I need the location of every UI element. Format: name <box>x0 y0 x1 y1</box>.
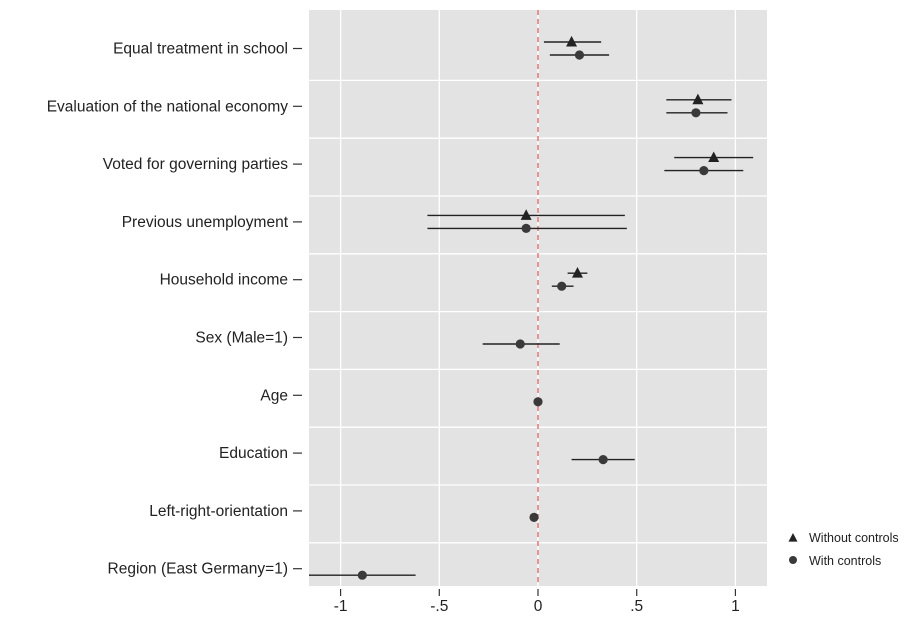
point-with-controls <box>699 166 709 176</box>
legend-circle-icon <box>789 556 797 564</box>
x-tick-label: .5 <box>630 598 643 615</box>
point-with-controls <box>574 50 585 60</box>
legend-label: With controls <box>809 554 881 568</box>
legend-label: Without controls <box>809 531 899 545</box>
x-tick-label: -1 <box>334 598 348 615</box>
point-with-controls <box>521 223 531 233</box>
category-label: Equal treatment in school <box>113 41 288 58</box>
category-label: Previous unemployment <box>122 214 289 231</box>
point-without-controls <box>692 93 704 105</box>
category-label: Evaluation of the national economy <box>47 98 289 115</box>
category-label: Household income <box>160 272 288 289</box>
point-with-controls <box>691 108 701 118</box>
axes: Equal treatment in school Evaluation of t… <box>47 41 740 616</box>
category-label: Voted for governing parties <box>103 156 289 173</box>
legend: Without controls With controls <box>788 531 899 568</box>
point-with-controls <box>557 281 567 291</box>
category-label: Left-right-orientation <box>149 503 288 520</box>
point-with-controls <box>533 397 543 407</box>
x-tick-label: 1 <box>731 598 740 615</box>
data-marks <box>309 35 754 580</box>
point-without-controls <box>520 209 532 220</box>
category-label: Region (East Germany=1) <box>108 561 288 578</box>
point-without-controls <box>571 267 583 278</box>
x-tick-label: -.5 <box>430 598 448 615</box>
point-with-controls <box>598 455 608 465</box>
point-without-controls <box>708 151 720 163</box>
grid-lines <box>309 10 767 586</box>
point-with-controls <box>357 570 367 580</box>
category-label: Sex (Male=1) <box>195 330 288 347</box>
category-label: Education <box>219 445 288 462</box>
point-without-controls <box>566 35 578 47</box>
legend-triangle-icon <box>788 532 798 542</box>
point-with-controls <box>515 339 525 349</box>
category-label: Age <box>260 387 288 404</box>
x-tick-label: 0 <box>534 598 543 615</box>
point-with-controls <box>529 512 539 523</box>
